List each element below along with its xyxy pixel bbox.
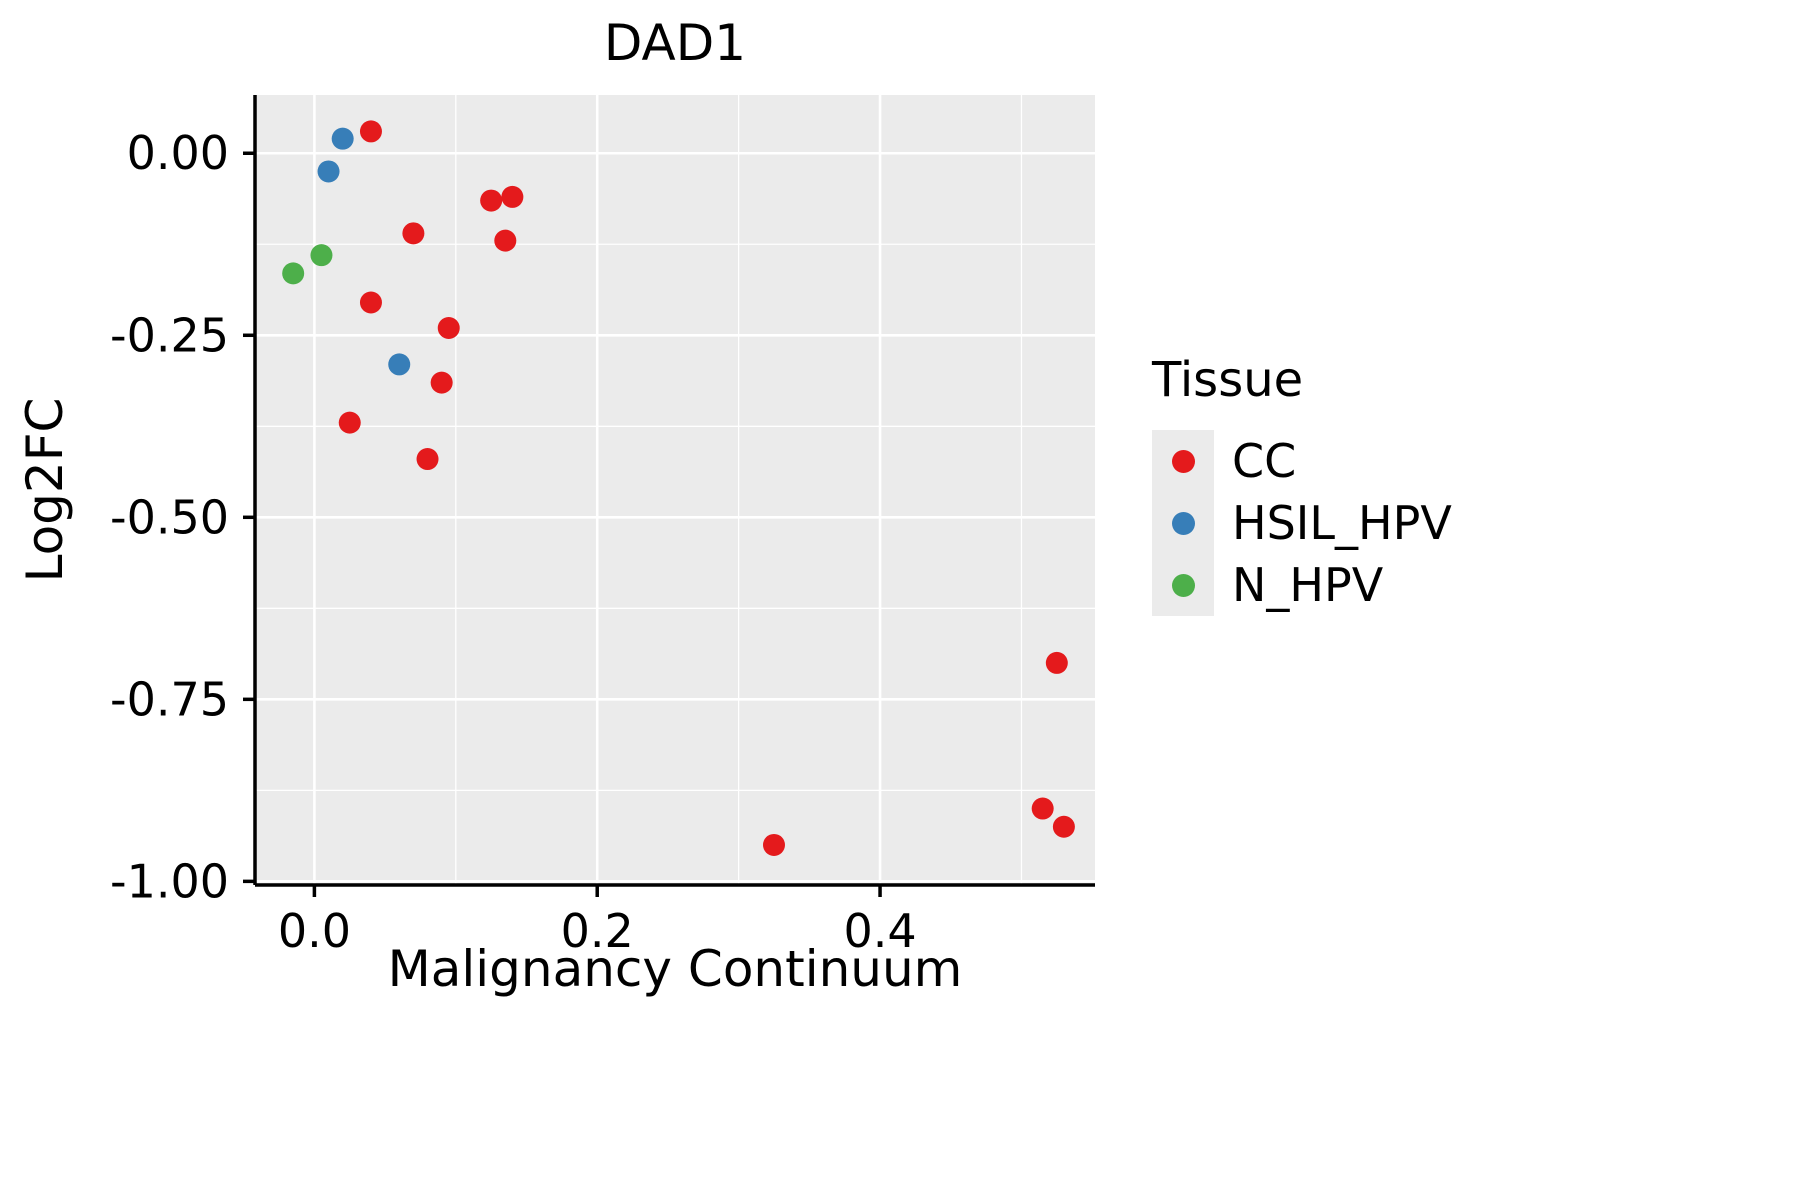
data-point-cc [416,448,439,471]
x-tick-label: 0.2 [561,904,634,958]
x-axis-label: Malignancy Continuum [387,940,963,998]
chart-title: DAD1 [603,14,747,72]
data-point-n_hpv [282,262,305,285]
data-point-cc [402,222,425,245]
legend-label: N_HPV [1232,558,1384,612]
legend-key [1152,430,1214,492]
legend-item-hsil-hpv: HSIL_HPV [1152,492,1452,554]
y-tick-label: -0.25 [110,308,229,362]
data-point-cc [338,411,361,434]
plot-panel [255,95,1095,885]
data-point-cc [762,833,785,856]
y-tick-label: 0.00 [127,126,229,180]
x-tick-label: 0.4 [843,904,916,958]
data-point-cc [430,371,453,394]
data-point-cc [501,185,524,208]
data-point-hsil_hpv [317,160,340,183]
data-point-cc [480,189,503,212]
legend-label: HSIL_HPV [1232,496,1452,550]
legend-item-n-hpv: N_HPV [1152,554,1452,616]
y-axis-label: Log2FC [16,397,74,583]
legend-dot-hsil-hpv-icon [1171,511,1195,535]
legend-title: Tissue [1152,352,1304,408]
data-point-cc [1052,815,1075,838]
data-point-cc [437,316,460,339]
y-tick-label: -0.50 [110,490,229,544]
legend-item-cc: CC [1152,430,1452,492]
y-tick-label: -0.75 [110,672,229,726]
data-point-cc [1031,797,1054,820]
legend-dot-cc-icon [1171,449,1195,473]
data-point-hsil_hpv [331,127,354,150]
y-tick-label: -1.00 [110,854,229,908]
data-point-hsil_hpv [388,353,411,376]
legend: Tissue CC HSIL_HPV N_HPV [1152,352,1452,616]
x-tick-label: 0.0 [278,904,351,958]
data-point-cc [359,291,382,314]
legend-dot-n-hpv-icon [1171,573,1195,597]
data-point-cc [359,120,382,143]
legend-key [1152,492,1214,554]
data-point-n_hpv [310,244,333,267]
legend-label: CC [1232,434,1297,488]
data-point-cc [494,229,517,252]
data-point-cc [1045,651,1068,674]
legend-key [1152,554,1214,616]
